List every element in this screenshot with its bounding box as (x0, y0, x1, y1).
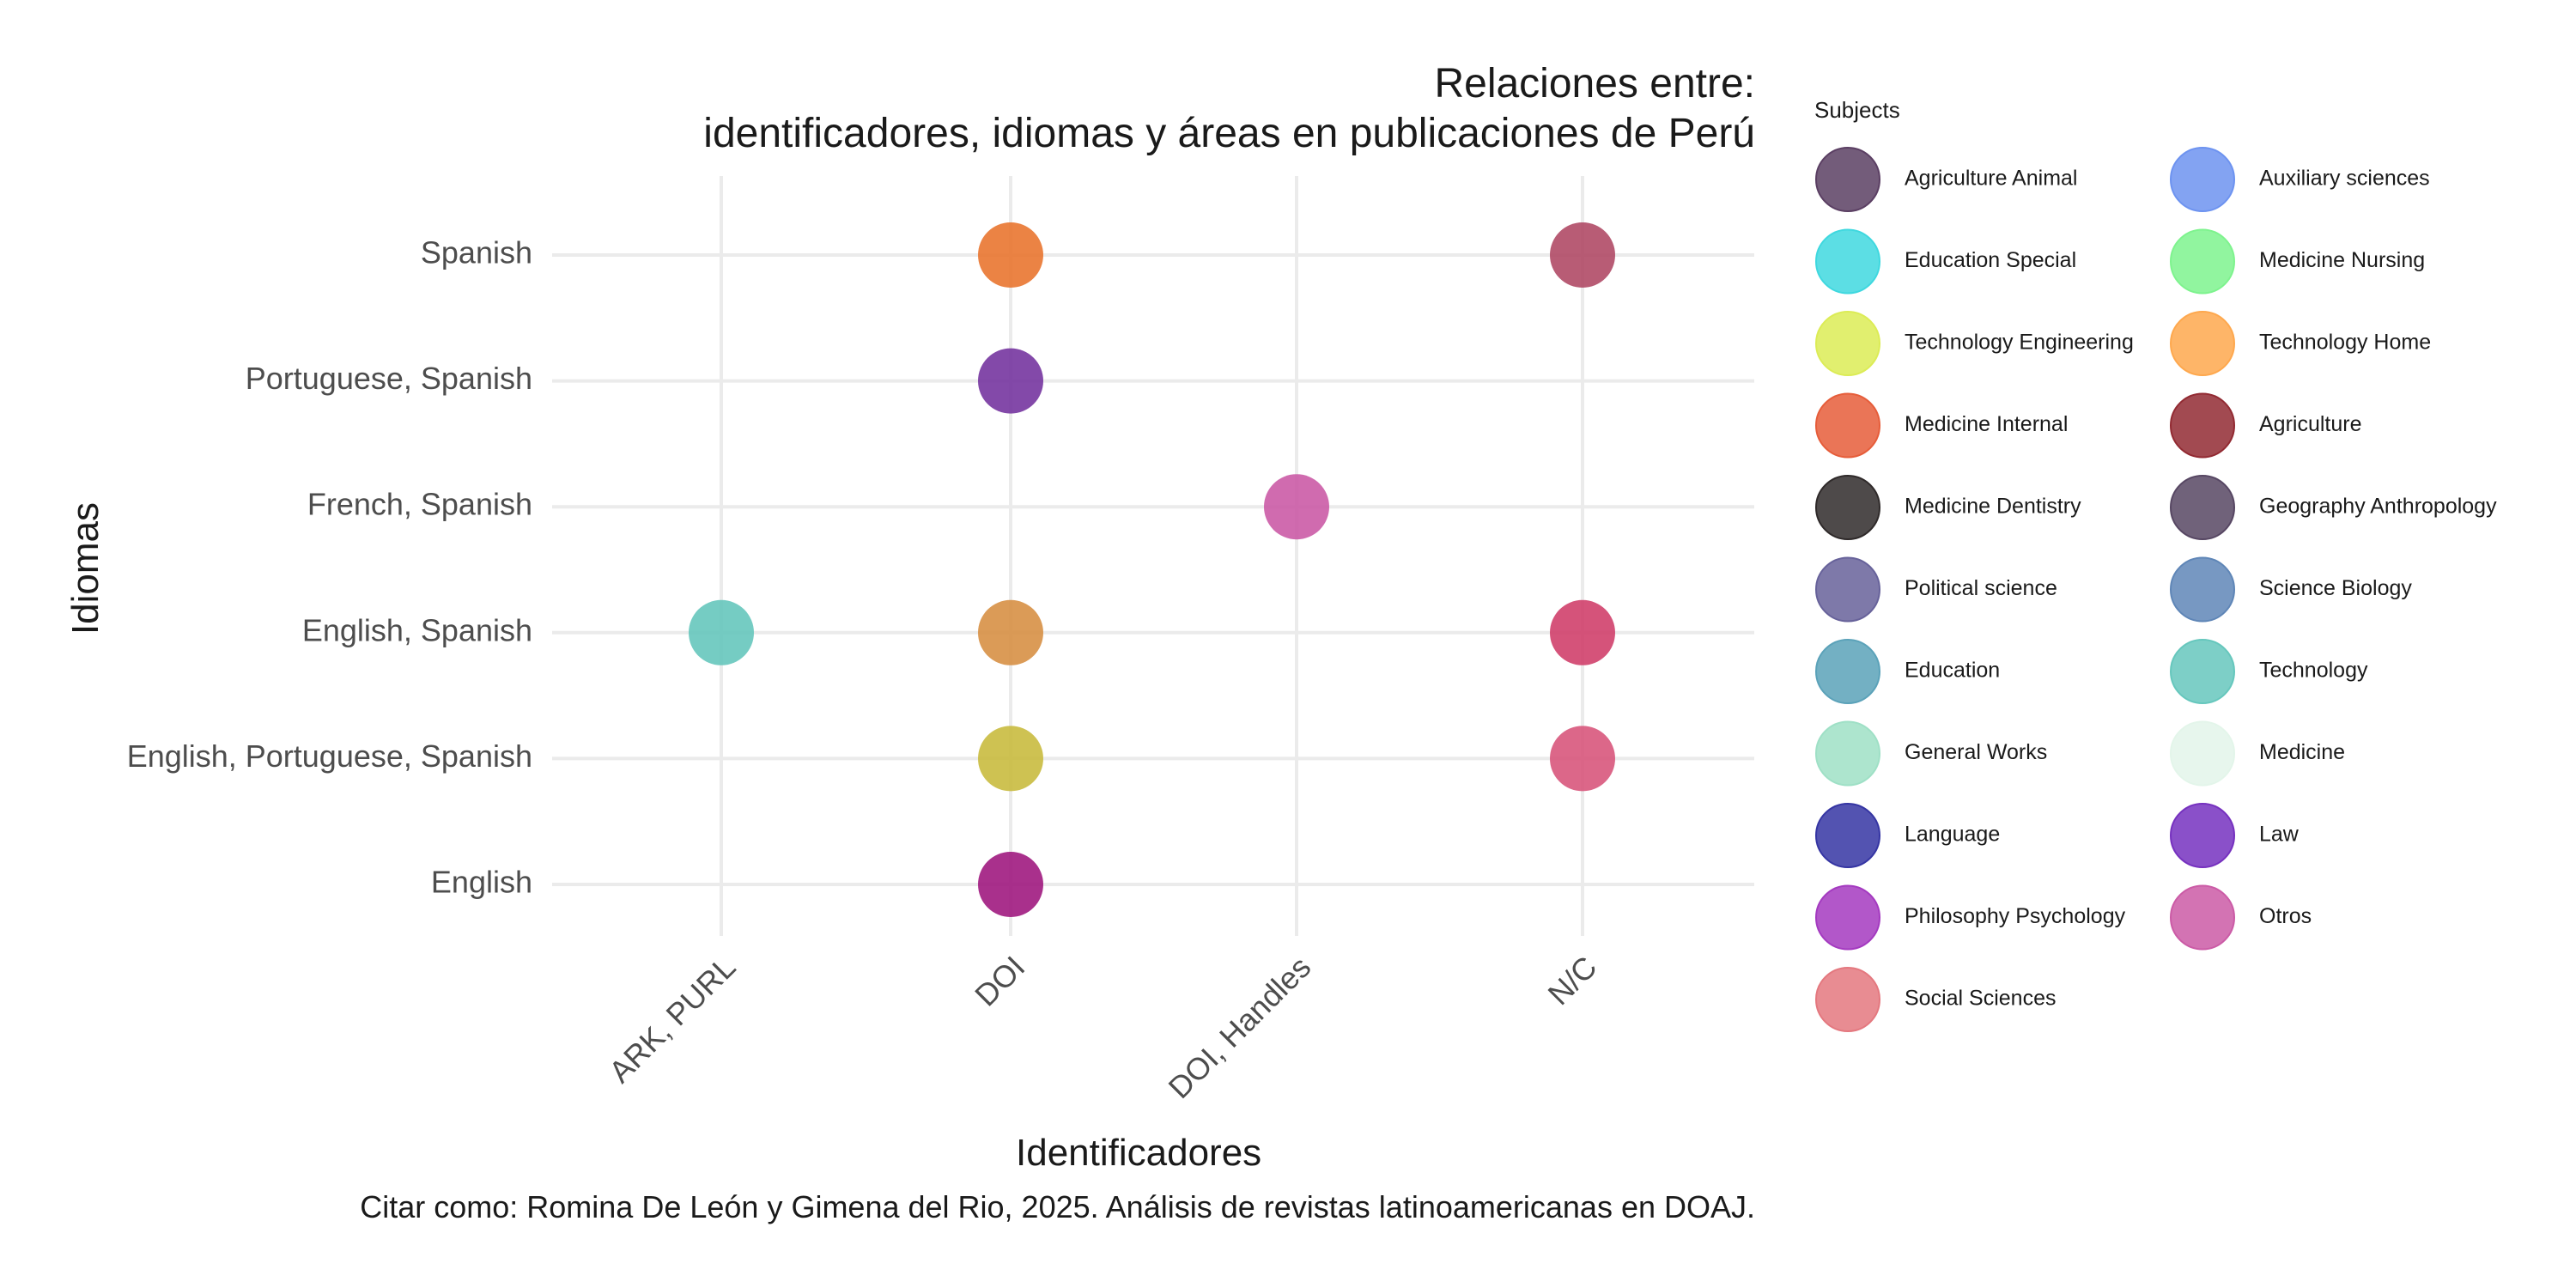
legend-label: General Works (1905, 740, 2047, 764)
legend-key (2170, 311, 2235, 376)
legend-label: Technology Home (2259, 331, 2431, 355)
y-tick-label: English (431, 865, 532, 900)
legend-key (2170, 228, 2235, 295)
data-point (1550, 222, 1615, 288)
legend-label: Political science (1905, 576, 2057, 600)
data-point (978, 852, 1043, 917)
legend-key (2170, 803, 2235, 868)
legend-key (1815, 884, 1880, 951)
data-point (1550, 726, 1615, 792)
x-tick-label: DOI (968, 949, 1031, 1012)
legend-label: Agriculture Animal (1905, 167, 2077, 191)
y-tick-label: French, Spanish (307, 487, 532, 522)
data-point (978, 726, 1043, 792)
legend-label: Medicine Dentistry (1905, 495, 2081, 519)
legend-label: Auxiliary sciences (2259, 167, 2430, 191)
legend-label: Geography Anthropology (2259, 495, 2497, 519)
data-point (978, 599, 1043, 665)
legend-label: Philosophy Psychology (1905, 904, 2126, 928)
data-point (1550, 599, 1615, 665)
legend-key (2170, 556, 2235, 623)
y-tick-label: English, Portuguese, Spanish (127, 738, 532, 774)
legend-label: Language (1905, 823, 2000, 847)
x-tick-label: ARK, PURL (602, 949, 742, 1089)
data-point (978, 348, 1043, 414)
y-axis-title: Idiomas (64, 501, 106, 635)
legend-key (1815, 967, 1880, 1032)
x-axis-title: Identificadores (1016, 1132, 1262, 1174)
legend-label: Law (2259, 823, 2300, 847)
y-tick-label: Spanish (421, 235, 532, 270)
legend-label: Otros (2259, 904, 2312, 928)
data-point (689, 599, 754, 665)
legend-key (2170, 392, 2235, 459)
legend-label: Agriculture (2259, 412, 2362, 436)
legend-label: Medicine Nursing (2259, 248, 2425, 272)
legend-label: Medicine (2259, 740, 2345, 764)
legend-key (1815, 720, 1880, 787)
chart-title-line-2: identificadores, idiomas y áreas en publ… (703, 111, 1755, 156)
legend-label: Technology Engineering (1905, 331, 2134, 355)
x-tick-label: DOI, Handles (1162, 949, 1318, 1105)
data-point (978, 222, 1043, 288)
legend-title: Subjects (1814, 97, 1900, 123)
legend-key (1815, 147, 1880, 212)
chart-title-line-1: Relaciones entre: (1434, 61, 1755, 106)
legend-key (2170, 475, 2235, 540)
x-tick-label: N/C (1541, 949, 1604, 1012)
legend-label: Science Biology (2259, 576, 2412, 600)
legend-key (2170, 720, 2235, 787)
legend-label: Education (1905, 659, 2000, 683)
legend-key (1815, 639, 1880, 704)
legend-key (1815, 392, 1880, 459)
y-tick-label: Portuguese, Spanish (246, 361, 532, 396)
legend-label: Medicine Internal (1905, 412, 2068, 436)
legend-key (1815, 475, 1880, 540)
data-point (1264, 474, 1329, 540)
legend-label: Social Sciences (1905, 987, 2056, 1011)
legend-key (1815, 556, 1880, 623)
legend-label: Education Special (1905, 248, 2076, 272)
legend-key (2170, 147, 2235, 212)
legend-key (2170, 639, 2235, 704)
legend-key (1815, 311, 1880, 376)
legend-key (1815, 803, 1880, 868)
y-tick-label: English, Spanish (302, 612, 532, 647)
legend-label: Technology (2259, 659, 2368, 683)
chart-caption: Citar como: Romina De León y Gimena del … (360, 1189, 1755, 1224)
legend-key (2170, 884, 2235, 951)
legend-key (1815, 228, 1880, 295)
